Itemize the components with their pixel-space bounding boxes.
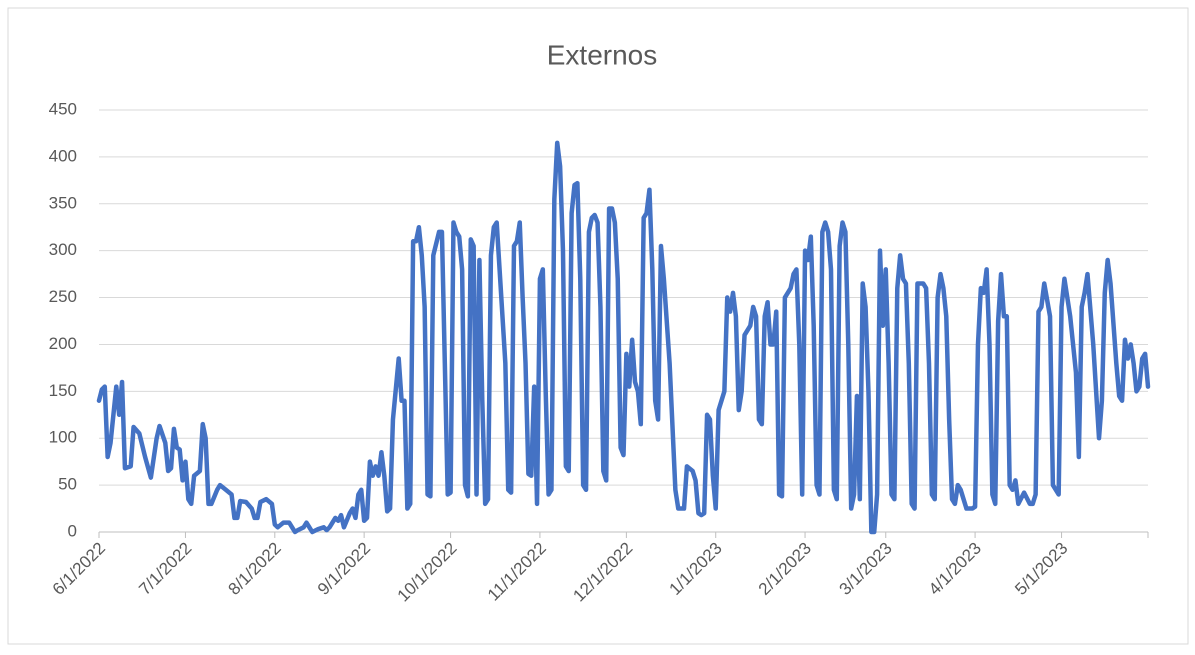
y-tick-label: 350 — [49, 193, 77, 212]
chart-border — [7, 7, 1189, 645]
y-tick-label: 450 — [49, 99, 77, 118]
data-line — [96, 140, 1151, 535]
y-tick-label: 50 — [58, 475, 77, 494]
y-tick-label: 0 — [68, 521, 77, 540]
y-tick-label: 300 — [49, 240, 77, 259]
y-tick-label: 250 — [49, 287, 77, 306]
y-tick-label: 200 — [49, 334, 77, 353]
y-tick-label: 150 — [49, 381, 77, 400]
y-tick-label: 100 — [49, 428, 77, 447]
y-tick-label: 400 — [49, 146, 77, 165]
chart-title: Externos — [547, 39, 658, 70]
